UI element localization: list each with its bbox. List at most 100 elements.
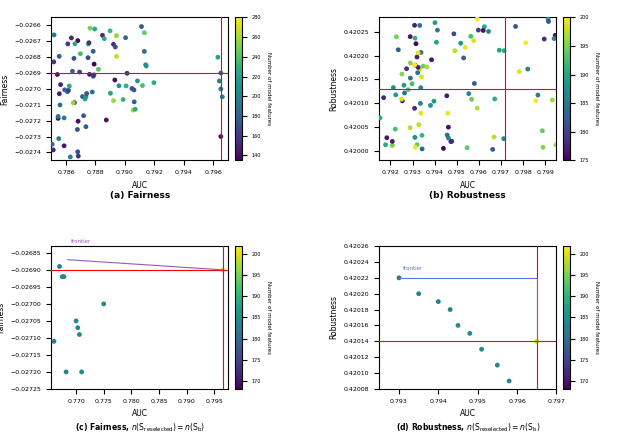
Point	[511, 23, 521, 30]
Point	[53, 113, 63, 120]
Point	[47, 141, 57, 148]
Point	[415, 66, 425, 73]
Point	[375, 114, 385, 121]
Point	[473, 27, 483, 34]
Point	[118, 96, 128, 103]
Point	[415, 22, 425, 29]
Point	[531, 97, 541, 104]
Point	[394, 274, 404, 281]
X-axis label: AUC: AUC	[460, 409, 476, 418]
Point	[442, 132, 452, 139]
Point	[416, 110, 426, 117]
Point	[401, 65, 412, 72]
Point	[422, 63, 432, 70]
Point	[120, 34, 131, 41]
Point	[412, 141, 422, 148]
Point	[129, 98, 140, 105]
Point	[468, 37, 479, 44]
Point	[405, 124, 415, 131]
Point	[111, 53, 122, 60]
Point	[466, 33, 476, 40]
Point	[63, 40, 73, 47]
Point	[393, 46, 403, 53]
Point	[64, 83, 74, 90]
Point	[74, 69, 84, 76]
Point	[504, 378, 515, 385]
Point	[433, 27, 443, 34]
Point	[99, 35, 109, 42]
Point	[216, 69, 226, 76]
Point	[418, 62, 428, 69]
Point	[430, 19, 440, 26]
Point	[65, 153, 76, 160]
Point	[412, 53, 422, 60]
Point	[488, 146, 498, 153]
Point	[136, 23, 147, 30]
Point	[216, 133, 226, 140]
Point	[111, 32, 122, 39]
Point	[388, 84, 399, 91]
Point	[532, 92, 543, 99]
Point	[378, 94, 388, 101]
Point	[48, 146, 58, 153]
Point	[49, 31, 59, 38]
Point	[431, 39, 442, 46]
Point	[57, 273, 67, 280]
Point	[469, 80, 479, 87]
Point	[410, 22, 420, 29]
Point	[407, 80, 417, 87]
Point	[450, 47, 460, 54]
Point	[415, 84, 426, 91]
Point	[416, 49, 426, 56]
Point	[73, 118, 83, 125]
Point	[537, 127, 547, 134]
Y-axis label: Number of model features: Number of model features	[266, 281, 271, 354]
Title: (a) Fairness: (a) Fairness	[109, 191, 170, 200]
Point	[212, 54, 223, 61]
Point	[49, 59, 59, 66]
Point	[54, 90, 65, 97]
Point	[83, 54, 93, 61]
Point	[397, 97, 408, 104]
Point	[472, 104, 483, 111]
Point	[127, 85, 137, 92]
Point	[73, 153, 83, 160]
Y-axis label: Fairness: Fairness	[0, 302, 5, 333]
Point	[411, 40, 421, 47]
Point	[121, 83, 131, 90]
Point	[110, 44, 120, 51]
Point	[83, 41, 93, 48]
Point	[53, 115, 63, 122]
Point	[396, 96, 406, 103]
Point	[148, 79, 159, 86]
Point	[405, 75, 415, 82]
Point	[405, 59, 415, 66]
Point	[56, 81, 66, 88]
Point	[449, 30, 459, 37]
Y-axis label: Fairness: Fairness	[0, 73, 9, 104]
Point	[550, 141, 561, 148]
Point	[426, 102, 436, 109]
Point	[490, 95, 500, 102]
Point	[49, 338, 59, 345]
Point	[381, 134, 392, 141]
Point	[54, 263, 65, 270]
Point	[67, 68, 77, 75]
Point	[433, 298, 444, 305]
Point	[456, 40, 466, 47]
X-axis label: AUC: AUC	[132, 180, 148, 190]
Point	[410, 35, 420, 42]
Point	[130, 106, 140, 113]
Point	[214, 77, 225, 84]
Point	[387, 142, 397, 149]
Title: (b) Robustness: (b) Robustness	[429, 191, 506, 200]
Point	[460, 44, 470, 51]
Point	[114, 82, 124, 89]
Point	[417, 146, 428, 153]
Point	[543, 16, 553, 23]
Title: (c) Fairness, $n(\mathrm{S_{reselected}}) = n(\mathrm{S_b})$: (c) Fairness, $n(\mathrm{S_{reselected}}…	[75, 422, 205, 434]
Point	[410, 62, 420, 69]
Point	[410, 134, 420, 141]
X-axis label: AUC: AUC	[460, 180, 476, 190]
Point	[129, 87, 139, 94]
